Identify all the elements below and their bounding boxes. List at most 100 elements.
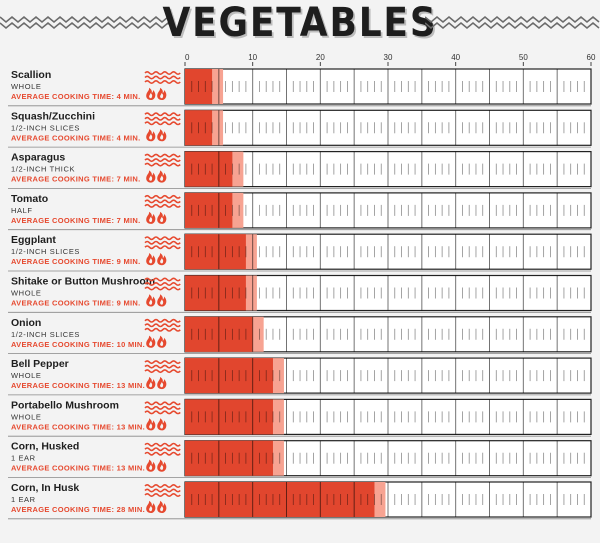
- flame-icon-pair: [146, 418, 167, 431]
- flame-inner-icon: [160, 423, 164, 429]
- heat-wave-line: [144, 410, 181, 415]
- item-name: Portabello Mushroom: [11, 399, 119, 411]
- item-prep: 1/2-INCH SLICES: [11, 247, 80, 256]
- flame-inner-icon: [149, 175, 153, 181]
- x-tick-label: 40: [451, 53, 460, 62]
- bar-value: [185, 275, 246, 311]
- flame-inner-icon: [149, 299, 153, 305]
- flame-icon-pair: [146, 129, 167, 142]
- flame-inner-icon: [160, 216, 164, 223]
- heat-wave-line: [144, 121, 181, 126]
- header: VEGETABLES: [0, 0, 600, 48]
- heat-wave-line: [144, 194, 181, 199]
- zigzag-decoration-right: [425, 16, 600, 29]
- item-prep: 1/2-INCH THICK: [11, 165, 75, 174]
- item-time-label: AVERAGE COOKING TIME: 9 MIN.: [11, 299, 141, 308]
- heat-wave-line: [144, 364, 181, 369]
- item-prep: 1 EAR: [11, 495, 36, 504]
- heat-waves-icon: [144, 153, 181, 167]
- flame-icon-pair: [146, 376, 167, 390]
- bar-value: [185, 110, 213, 146]
- heat-wave-line: [144, 282, 181, 286]
- flame-icon-pair: [146, 500, 167, 513]
- x-tick-label: 0: [185, 53, 190, 62]
- flame-inner-icon: [149, 134, 153, 140]
- heat-wave-line: [144, 71, 181, 75]
- heat-wave-line: [144, 360, 181, 365]
- item-prep: 1/2-INCH SLICES: [11, 330, 80, 339]
- item-name: Tomato: [11, 193, 48, 205]
- heat-waves-icon: [144, 484, 181, 497]
- heat-wave-line: [144, 447, 181, 452]
- item-prep: WHOLE: [11, 412, 42, 421]
- item-name: Shitake or Button Mushroom: [11, 276, 155, 288]
- bar-value: [185, 69, 213, 104]
- flame-inner-icon: [149, 216, 153, 223]
- bar-value: [185, 151, 233, 187]
- heat-wave-line: [144, 327, 181, 332]
- page-title: VEGETABLES: [162, 0, 438, 46]
- heat-wave-line: [144, 240, 181, 245]
- heat-waves-icon: [144, 112, 181, 126]
- heat-wave-line: [144, 153, 181, 158]
- heat-wave-line: [144, 323, 181, 328]
- flame-inner-icon: [160, 382, 164, 388]
- flame-icon-pair: [146, 253, 167, 266]
- heat-wave-line: [144, 318, 181, 323]
- item-time-label: AVERAGE COOKING TIME: 10 MIN.: [11, 340, 145, 349]
- item-name: Corn, Husked: [11, 441, 79, 453]
- heat-wave-line: [144, 162, 181, 167]
- heat-waves-icon: [144, 360, 181, 374]
- heat-waves-icon: [144, 71, 181, 84]
- item-time-label: AVERAGE COOKING TIME: 4 MIN.: [11, 133, 141, 142]
- heat-waves-icon: [144, 318, 181, 332]
- x-tick-label: 60: [587, 53, 596, 62]
- heat-wave-line: [144, 116, 181, 121]
- item-name: Onion: [11, 317, 41, 329]
- heat-wave-line: [144, 369, 181, 374]
- item-time-label: AVERAGE COOKING TIME: 13 MIN.: [11, 381, 145, 390]
- x-tick-label: 50: [519, 53, 528, 62]
- heat-wave-line: [144, 488, 181, 493]
- item-name: Corn, In Husk: [11, 482, 79, 494]
- flame-inner-icon: [149, 382, 153, 388]
- heat-wave-line: [144, 405, 181, 410]
- heat-wave-line: [144, 203, 181, 208]
- x-tick-label: 10: [248, 53, 257, 62]
- flame-icon-pair: [146, 170, 167, 183]
- heat-wave-line: [144, 401, 181, 406]
- flame-inner-icon: [160, 340, 164, 346]
- flame-inner-icon: [160, 134, 164, 140]
- heat-wave-line: [144, 112, 181, 117]
- zigzag-decoration-left: [0, 16, 175, 29]
- item-prep: WHOLE: [11, 289, 42, 298]
- item-time-label: AVERAGE COOKING TIME: 9 MIN.: [11, 257, 141, 266]
- flame-inner-icon: [149, 340, 153, 346]
- bar-value: [185, 358, 273, 394]
- item-name: Asparagus: [11, 152, 65, 164]
- heat-wave-line: [144, 199, 181, 204]
- heat-wave-line: [144, 451, 181, 456]
- flame-inner-icon: [160, 175, 164, 181]
- item-time-label: AVERAGE COOKING TIME: 28 MIN.: [11, 505, 145, 514]
- heat-waves-icon: [144, 401, 181, 415]
- heat-wave-line: [144, 245, 181, 250]
- x-tick-label: 30: [384, 53, 393, 62]
- heat-wave-line: [144, 277, 181, 282]
- item-prep: 1 EAR: [11, 454, 36, 463]
- item-time-label: AVERAGE COOKING TIME: 7 MIN.: [11, 175, 141, 184]
- flame-icon-pair: [146, 459, 167, 472]
- item-name: Scallion: [11, 69, 51, 81]
- flame-icon-pair: [146, 211, 167, 224]
- bar-value: [185, 440, 273, 476]
- bar-value: [185, 192, 233, 228]
